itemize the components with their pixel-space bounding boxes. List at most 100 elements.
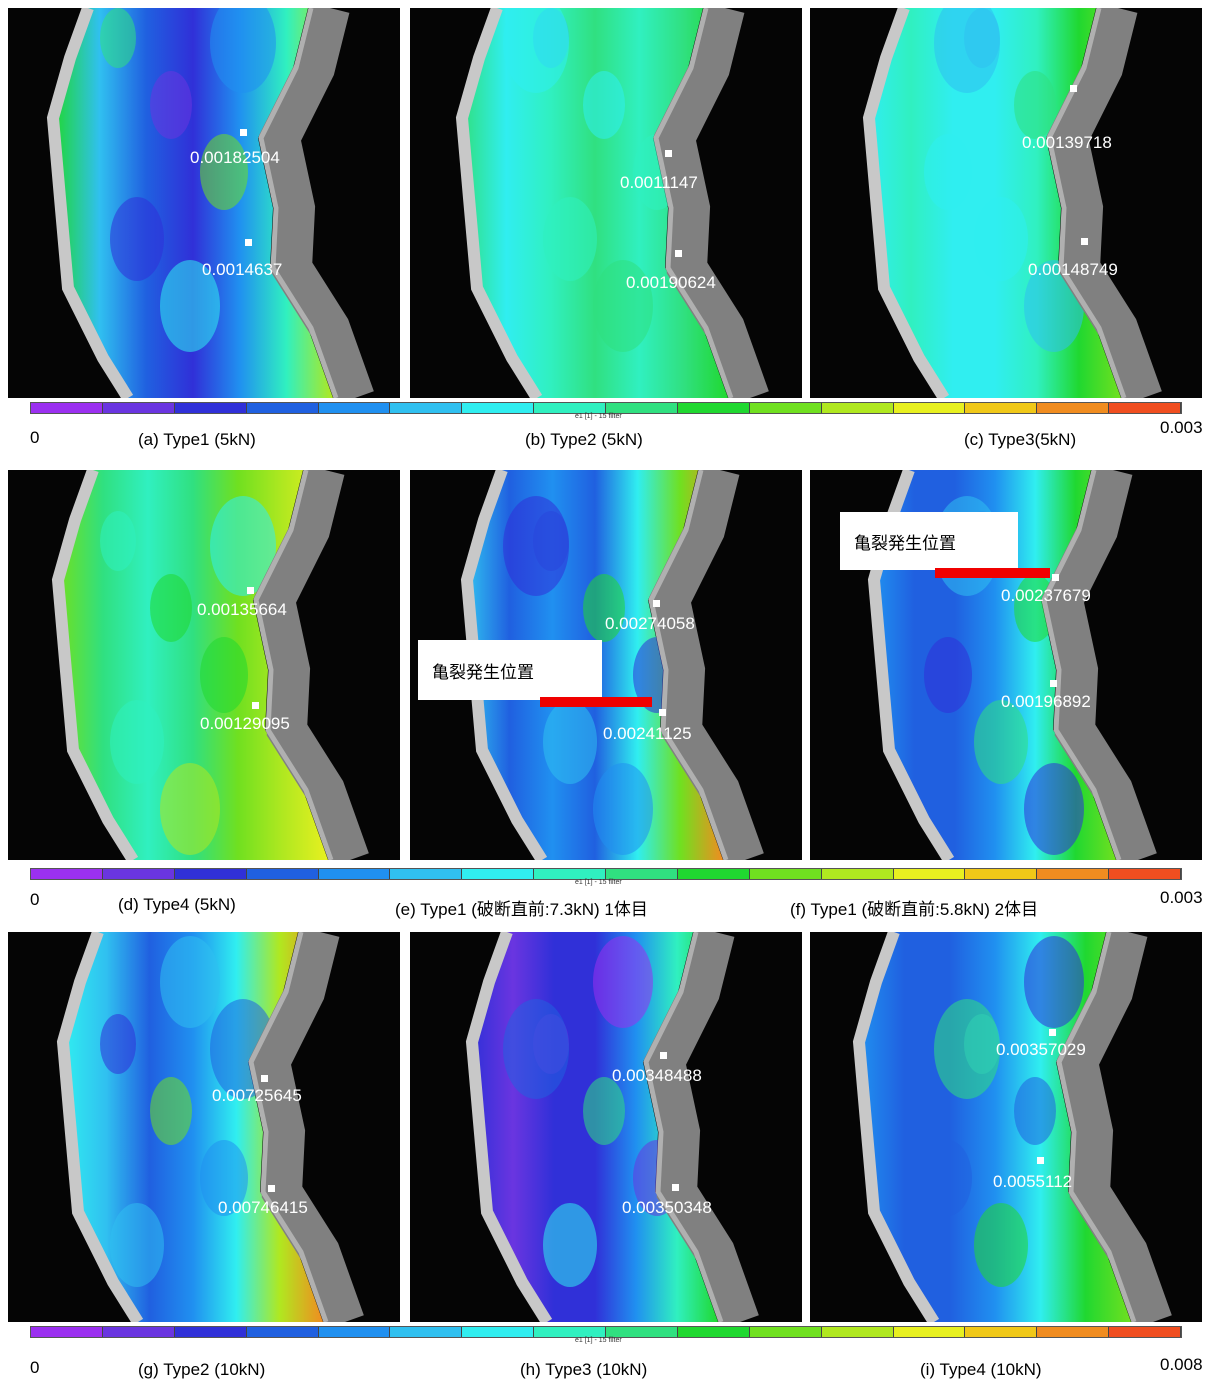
caption: (f) Type1 (破断直前:5.8kN) 2体目 <box>790 895 1038 920</box>
colorbar-segment <box>31 403 103 413</box>
colorbar-segment <box>103 1327 175 1337</box>
point-label: 0.00139718 <box>1022 133 1112 153</box>
caption: (e) Type1 (破断直前:7.3kN) 1体目 <box>395 895 648 920</box>
colorbar-segment <box>175 869 247 879</box>
point-label: 0.00148749 <box>1028 260 1118 280</box>
colorbar-segment <box>319 403 391 413</box>
colorbar-title: e1 [1] - 15 filter <box>575 413 622 420</box>
colorbar-segment <box>31 1327 103 1337</box>
colorbar-segment <box>103 869 175 879</box>
crack-line <box>935 568 1050 578</box>
colorbar-segment <box>965 1327 1037 1337</box>
colorbar-segment <box>390 869 462 879</box>
point-label: 0.0055112 <box>993 1172 1072 1192</box>
strain-map: 0.00725645 0.00746415 <box>8 932 400 1322</box>
strain-map: 0.0011147 0.00190624 <box>410 8 802 398</box>
colorbar-segment <box>606 1327 678 1337</box>
colorbar-segment <box>1037 403 1109 413</box>
colorbar-segment <box>534 403 606 413</box>
colorbar-segment <box>1037 869 1109 879</box>
colorbar-segment <box>1109 403 1181 413</box>
colorbar-segment <box>534 1327 606 1337</box>
point-label: 0.00348488 <box>612 1066 702 1086</box>
point-label: 0.00135664 <box>197 600 287 620</box>
point-label: 0.00274058 <box>605 614 695 634</box>
colorbar-segment <box>319 869 391 879</box>
colorbar-segment <box>319 1327 391 1337</box>
strain-map: 0.00357029 0.0055112 <box>810 932 1202 1322</box>
colorbar-segment <box>606 869 678 879</box>
colorbar-min: 0 <box>30 890 39 910</box>
colorbar-segment <box>678 1327 750 1337</box>
colorbar-segment <box>1037 1327 1109 1337</box>
caption: (b) Type2 (5kN) <box>525 430 643 450</box>
annotation: 亀裂発生位置 <box>418 640 602 700</box>
colorbar-segment <box>1109 1327 1181 1337</box>
caption: (i) Type4 (10kN) <box>920 1360 1042 1380</box>
colorbar-segment <box>247 869 319 879</box>
point-label: 0.00190624 <box>626 273 716 293</box>
colorbar-title: e1 [1] - 15 filter <box>575 1337 622 1344</box>
strain-map: 0.00135664 0.00129095 <box>8 470 400 860</box>
colorbar-segment <box>750 869 822 879</box>
caption: (c) Type3(5kN) <box>964 430 1076 450</box>
crack-line <box>540 697 652 707</box>
colorbar-segment <box>894 403 966 413</box>
colorbar-segment <box>822 869 894 879</box>
strain-image <box>810 932 1202 1322</box>
colorbar-segment <box>894 1327 966 1337</box>
colorbar-title: e1 [1] - 15 filter <box>575 879 622 886</box>
point-label: 0.00350348 <box>622 1198 712 1218</box>
point-label: 0.00237679 <box>1001 586 1091 606</box>
colorbar-segment <box>822 1327 894 1337</box>
strain-image <box>410 932 802 1322</box>
colorbar-segment <box>462 1327 534 1337</box>
colorbar-min: 0 <box>30 428 39 448</box>
strain-image <box>8 470 400 860</box>
point-label: 0.00357029 <box>996 1040 1086 1060</box>
colorbar-segment <box>462 869 534 879</box>
strain-image <box>8 8 400 398</box>
colorbar-segment <box>606 403 678 413</box>
colorbar-segment <box>390 1327 462 1337</box>
strain-map: 0.00139718 0.00148749 <box>810 8 1202 398</box>
colorbar-segment <box>103 403 175 413</box>
point-label: 0.00196892 <box>1001 692 1091 712</box>
colorbar-segment <box>750 1327 822 1337</box>
point-label: 0.0014637 <box>202 260 282 280</box>
caption: (a) Type1 (5kN) <box>138 430 256 450</box>
point-label: 0.00129095 <box>200 714 290 734</box>
colorbar-segment <box>31 869 103 879</box>
colorbar-segment <box>462 403 534 413</box>
strain-image <box>8 932 400 1322</box>
point-label: 0.00725645 <box>212 1086 302 1106</box>
colorbar-segment <box>822 403 894 413</box>
colorbar-segment <box>1109 869 1181 879</box>
colorbar-segment <box>678 869 750 879</box>
colorbar-segment <box>247 1327 319 1337</box>
caption: (d) Type4 (5kN) <box>118 895 236 915</box>
colorbar-segment <box>247 403 319 413</box>
colorbar-segment <box>534 869 606 879</box>
colorbar-segment <box>390 403 462 413</box>
colorbar-segment <box>175 1327 247 1337</box>
colorbar-segment <box>678 403 750 413</box>
colorbar-min: 0 <box>30 1358 39 1378</box>
point-label: 0.00241125 <box>603 724 692 744</box>
colorbar-segment <box>965 403 1037 413</box>
strain-image <box>410 8 802 398</box>
point-label: 0.00746415 <box>218 1198 308 1218</box>
strain-image <box>810 8 1202 398</box>
point-label: 0.0011147 <box>620 173 698 193</box>
annotation: 亀裂発生位置 <box>840 512 1018 570</box>
figure: 0.00182504 0.0014637 (a) Type1 (5kN) 0.0011… <box>0 0 1210 1390</box>
colorbar-segment <box>750 403 822 413</box>
colorbar-max: 0.003 <box>1160 888 1203 908</box>
colorbar-segment <box>175 403 247 413</box>
caption: (g) Type2 (10kN) <box>138 1360 265 1380</box>
point-label: 0.00182504 <box>190 148 280 168</box>
colorbar-max: 0.008 <box>1160 1355 1203 1375</box>
strain-map: 0.00182504 0.0014637 <box>8 8 400 398</box>
strain-map: 0.00348488 0.00350348 <box>410 932 802 1322</box>
colorbar-segment <box>965 869 1037 879</box>
